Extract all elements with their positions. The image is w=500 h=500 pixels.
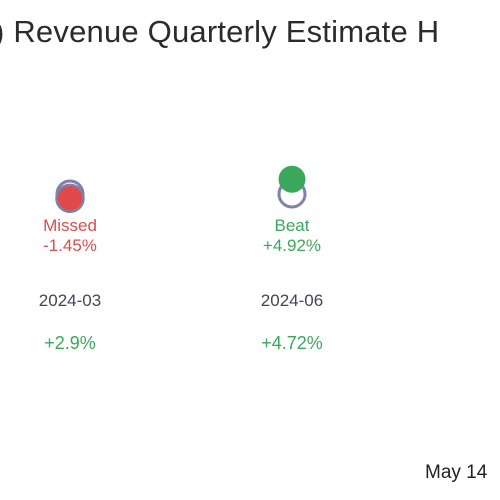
- footer-date: May 14: [425, 462, 488, 483]
- status-label: Missed: [43, 216, 97, 235]
- surprise-label: -1.45%: [43, 236, 97, 255]
- growth-label: +2.9%: [44, 333, 96, 353]
- actual-marker: [278, 165, 306, 193]
- period-label: 2024-03: [39, 291, 101, 310]
- actual-marker: [55, 183, 85, 214]
- growth-label: +4.72%: [261, 333, 323, 353]
- chart-title: ) Revenue Quarterly Estimate H: [0, 14, 440, 49]
- status-label: Beat: [275, 216, 310, 235]
- period-label: 2024-06: [261, 291, 323, 310]
- surprise-label: +4.92%: [263, 236, 321, 255]
